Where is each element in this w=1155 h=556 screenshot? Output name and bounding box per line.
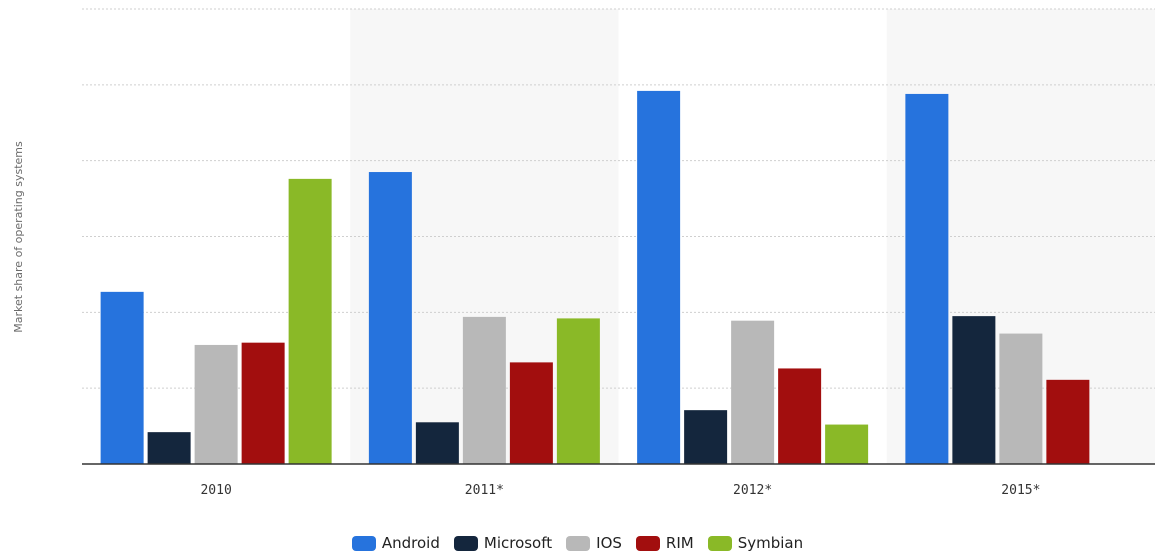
bar-symbian-0	[288, 178, 332, 464]
legend-label: Microsoft	[483, 534, 553, 552]
legend-item-rim[interactable]: RIM	[635, 534, 694, 552]
x-tick-label: 2015*	[1001, 483, 1040, 498]
bar-ios-3	[999, 333, 1043, 464]
bar-ios-1	[462, 316, 506, 464]
legend: Android Microsoft IOS RIM Symbian	[0, 534, 1155, 552]
legend-item-ios[interactable]: IOS	[566, 534, 622, 552]
bar-rim-2	[778, 368, 822, 464]
legend-label: Android	[381, 534, 440, 552]
bar-ios-2	[731, 320, 775, 464]
legend-swatch	[351, 535, 376, 551]
legend-label: Symbian	[737, 534, 804, 552]
x-tick-label: 2011*	[465, 483, 504, 498]
x-axis-ticks: 2010 2011* 2012* 2015*	[200, 483, 1040, 498]
bar-android-3	[905, 93, 949, 464]
bar-symbian-1	[556, 318, 600, 464]
bar-rim-3	[1046, 379, 1090, 464]
legend-label: RIM	[665, 534, 694, 552]
legend-label: IOS	[596, 534, 622, 552]
bar-microsoft-1	[415, 422, 459, 464]
bar-ios-0	[194, 344, 238, 464]
legend-item-microsoft[interactable]: Microsoft	[453, 534, 553, 552]
bar-symbian-2	[825, 424, 869, 464]
legend-swatch	[707, 535, 732, 551]
bar-rim-0	[241, 342, 285, 464]
y-axis-label: Market share of operating systems	[12, 141, 25, 333]
gridlines	[82, 8, 1155, 389]
bar-android-2	[637, 90, 681, 465]
bars	[100, 90, 1090, 465]
legend-swatch	[453, 535, 478, 551]
x-tick-label: 2012*	[733, 483, 772, 498]
bar-microsoft-3	[952, 316, 996, 464]
bar-microsoft-0	[147, 432, 191, 464]
x-tick-label: 2010	[200, 483, 231, 498]
bar-rim-1	[509, 362, 553, 464]
legend-swatch	[566, 535, 591, 551]
legend-swatch	[635, 535, 660, 551]
legend-item-android[interactable]: Android	[351, 534, 440, 552]
legend-item-symbian[interactable]: Symbian	[707, 534, 804, 552]
bar-android-1	[368, 172, 412, 464]
bar-android-0	[100, 291, 144, 464]
bar-chart: 2010 2011* 2012* 2015* Market share of oper…	[12, 8, 1155, 498]
bar-microsoft-2	[684, 410, 728, 464]
